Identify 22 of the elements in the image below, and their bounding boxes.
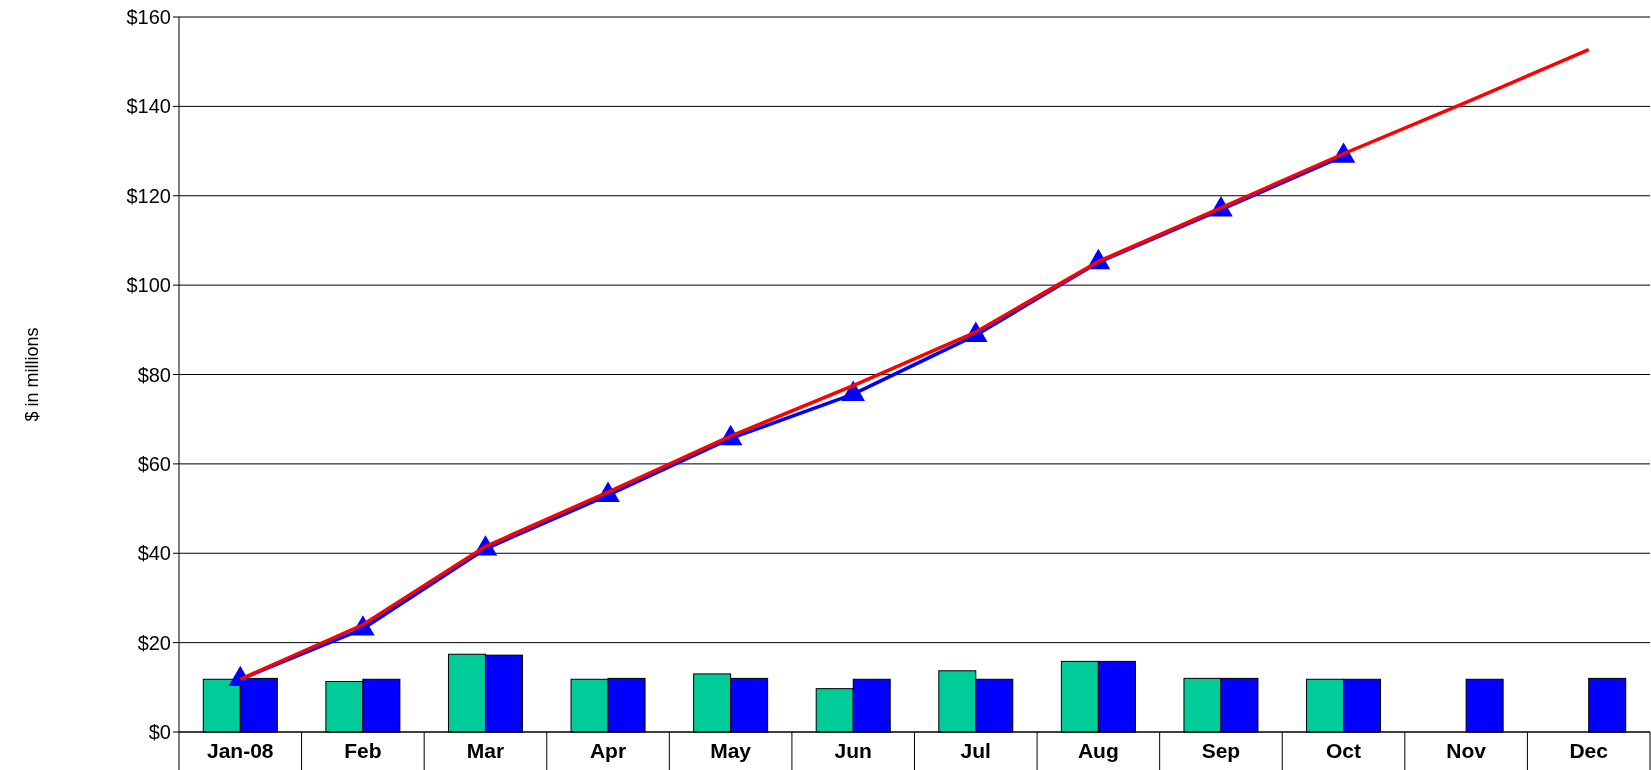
x-tick-label: Oct [1326,739,1362,762]
x-tick-label: Apr [589,739,627,762]
x-tick-label: Jun [834,739,872,762]
y-tick-label: $80 [137,363,171,386]
y-tick-label: $100 [126,274,171,297]
x-tick-label: Sep [1201,739,1241,762]
y-tick-label: $60 [137,452,171,475]
x-tick-label: Jan-08 [207,739,274,762]
y-tick-label: $20 [137,631,171,654]
x-tick-label: Feb [344,739,382,762]
x-tick-label: Dec [1569,739,1609,762]
x-tick-label: Mar [466,739,505,762]
x-tick-label: May [710,739,752,762]
x-tick-label: Nov [1446,739,1487,762]
y-tick-label: $0 [148,721,171,743]
y-tick-label: $40 [137,542,171,565]
x-tick-label: Jul [960,739,991,762]
x-tick-label: Aug [1077,739,1119,762]
y-tick-label: $120 [126,184,171,207]
y-tick-label: $160 [126,6,171,28]
y-tick-label: $140 [126,95,171,118]
y-axis-title: $ in millions [22,327,42,422]
